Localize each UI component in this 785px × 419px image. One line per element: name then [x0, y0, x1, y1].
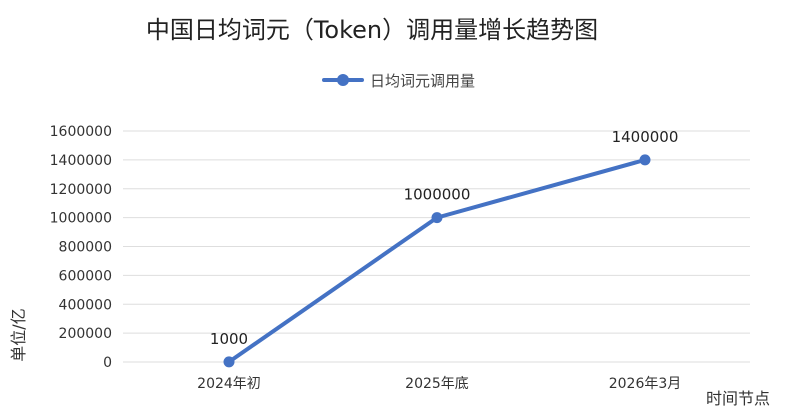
- y-tick-label: 400000: [59, 297, 112, 313]
- legend-marker: [337, 74, 349, 86]
- x-tick-label: 2026年3月: [609, 376, 682, 392]
- x-axis-label: 时间节点: [706, 389, 770, 408]
- data-point: [639, 154, 651, 166]
- y-tick-label: 1000000: [50, 211, 112, 227]
- data-point: [223, 356, 235, 368]
- y-axis-ticks: 0 200000 400000 600000 800000 1000000 1200000 1…: [50, 124, 112, 371]
- gridlines: [123, 130, 750, 363]
- legend-entry-label: 日均词元调用量: [370, 72, 475, 90]
- y-tick-label: 1200000: [50, 182, 112, 198]
- x-tick-label: 2025年底: [405, 376, 469, 392]
- y-tick-label: 600000: [59, 268, 112, 284]
- y-tick-label: 1600000: [50, 124, 112, 140]
- x-axis-ticks: 2024年初 2025年底 2026年3月: [197, 375, 681, 392]
- data-label: 1000: [210, 330, 248, 348]
- y-axis-label: 单位/亿: [9, 308, 28, 361]
- data-point: [431, 212, 443, 224]
- chart-title: 中国日均词元（Token）调用量增长趋势图: [146, 16, 598, 44]
- series-line-group: [223, 154, 651, 368]
- data-labels: 1000 1000000 1400000: [210, 128, 679, 348]
- y-tick-label: 0: [103, 355, 112, 371]
- x-tick-label: 2024年初: [197, 375, 261, 392]
- data-label: 1400000: [612, 128, 679, 146]
- legend: 日均词元调用量: [322, 72, 475, 90]
- y-tick-label: 1400000: [50, 153, 112, 169]
- y-tick-label: 800000: [59, 240, 112, 256]
- y-tick-label: 200000: [59, 326, 112, 342]
- data-label: 1000000: [404, 186, 471, 204]
